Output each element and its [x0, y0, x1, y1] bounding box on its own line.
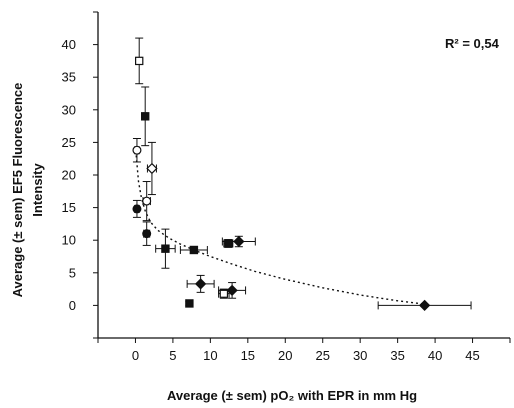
x-tick-label: 45: [465, 348, 479, 363]
x-axis-label: Average (± sem) pO₂ with EPR in mm Hg: [167, 388, 417, 403]
y-tick-label: 15: [62, 200, 76, 215]
data-point: [140, 86, 150, 147]
data-point: [146, 141, 158, 196]
data-point: [135, 37, 144, 85]
data-point: [186, 274, 215, 293]
data-point: [179, 245, 208, 255]
data-point: [142, 181, 152, 222]
marker-diamond: [233, 235, 245, 248]
y-tick-label: 0: [69, 298, 76, 313]
data-point: [155, 228, 176, 269]
marker-diamond: [418, 299, 431, 312]
data-point: [132, 199, 142, 218]
marker-square: [185, 299, 194, 308]
x-tick-label: 15: [241, 348, 255, 363]
data-point: [132, 137, 142, 163]
x-tick-label: 25: [315, 348, 329, 363]
marker-diamond: [146, 162, 158, 175]
data-point: [223, 239, 234, 248]
fit-curve-layer: [135, 155, 425, 305]
data-point: [218, 282, 247, 299]
marker-square: [219, 289, 229, 298]
x-tick-label: 30: [353, 348, 367, 363]
y-tick-label: 40: [62, 37, 76, 52]
marker-square: [189, 245, 199, 255]
marker-diamond: [226, 284, 238, 297]
x-tick-label: 35: [390, 348, 404, 363]
marker-circle: [132, 204, 142, 214]
marker-diamond: [194, 278, 207, 290]
r-squared-annotation: R² = 0,54: [445, 36, 500, 51]
labels-layer: R² = 0,54 Average (± sem) pO₂ with EPR i…: [10, 36, 500, 403]
marker-circle: [142, 196, 152, 206]
marker-circle: [132, 145, 142, 155]
data-point: [185, 299, 194, 308]
data-point: [221, 235, 256, 248]
marker-square: [140, 112, 150, 121]
y-tick-label: 35: [62, 70, 76, 85]
data-points-layer: [132, 37, 472, 312]
axes: 0 5 10 15 20 25 30 35 40 0 5 10 15 20 25 30 35 40 45: [62, 11, 511, 363]
y-tick-label: 20: [62, 168, 76, 183]
marker-square: [135, 56, 144, 66]
x-tick-label: 40: [428, 348, 442, 363]
x-tick-label: 5: [169, 348, 176, 363]
y-tick-label: 10: [62, 233, 76, 248]
x-tick-label: 0: [132, 348, 139, 363]
x-tick-label: 10: [203, 348, 217, 363]
y-tick-label: 5: [69, 265, 76, 280]
y-tick-label: 25: [62, 135, 76, 150]
y-tick-label: 30: [62, 102, 76, 117]
marker-square: [224, 239, 233, 248]
y-axis-label-line1: Average (± sem) EF5 Fluorescence: [10, 83, 25, 298]
marker-square: [161, 244, 170, 253]
y-axis-label-line2: Intensity: [30, 163, 45, 217]
marker-circle: [142, 229, 152, 239]
data-point: [377, 299, 472, 312]
fit-curve: [135, 155, 425, 305]
x-tick-label: 20: [278, 348, 292, 363]
data-point: [142, 221, 152, 246]
